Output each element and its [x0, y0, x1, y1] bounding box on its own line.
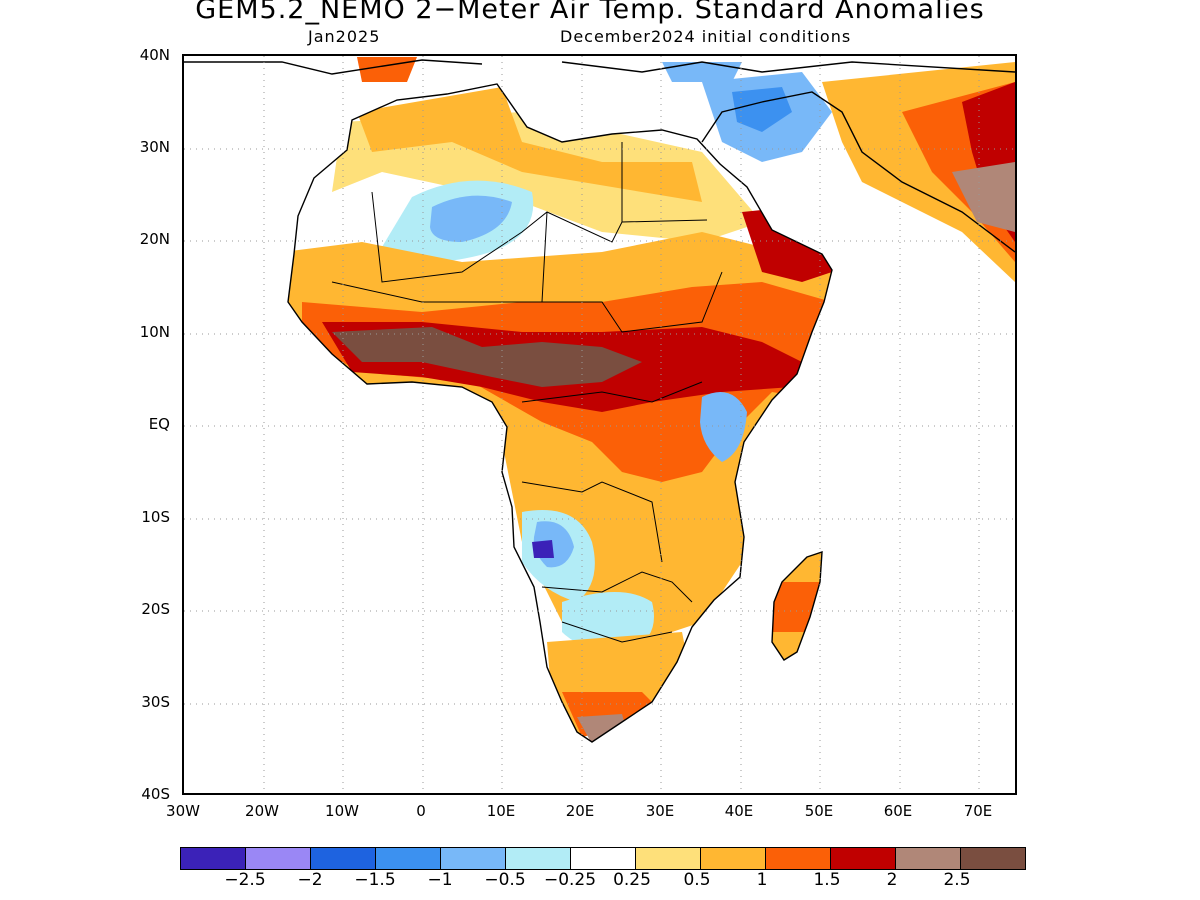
colorbar-label: 1.5	[813, 870, 841, 890]
graticule	[184, 56, 1015, 793]
lon-label-20w: 20W	[245, 802, 279, 820]
colorbar-label: −2	[297, 870, 323, 890]
lon-label-20e: 20E	[565, 802, 595, 820]
colorbar-label: −1	[427, 870, 453, 890]
lon-label-70e: 70E	[963, 802, 993, 820]
colorbar-swatch	[311, 848, 376, 869]
lon-label-0: 0	[416, 802, 426, 820]
colorbar-swatch	[831, 848, 896, 869]
colorbar-label: 2	[886, 870, 898, 890]
lon-label-10w: 10W	[325, 802, 359, 820]
colorbar-label: 2.5	[943, 870, 971, 890]
colorbar-label: −0.5	[484, 870, 526, 890]
colorbar-swatch	[701, 848, 766, 869]
lat-label-10s: 10S	[141, 508, 170, 526]
colorbar-swatch	[896, 848, 961, 869]
initial-conditions: December2024 initial conditions	[560, 27, 852, 46]
lat-label-eq: EQ	[148, 415, 170, 433]
anomaly-map	[184, 56, 1015, 793]
colorbar-swatch	[181, 848, 246, 869]
colorbar	[180, 847, 1026, 870]
lat-label-40n: 40N	[139, 46, 170, 64]
lon-label-40e: 40E	[724, 802, 754, 820]
lon-label-10e: 10E	[486, 802, 516, 820]
colorbar-swatch	[246, 848, 311, 869]
colorbar-swatch	[636, 848, 701, 869]
forecast-month: Jan2025	[308, 27, 381, 46]
coastlines	[184, 59, 1015, 743]
colorbar-label: 0.5	[683, 870, 711, 890]
lat-label-20n: 20N	[139, 230, 170, 248]
lon-label-30w: 30W	[166, 802, 200, 820]
colorbar-swatch	[506, 848, 571, 869]
colorbar-swatch	[961, 848, 1025, 869]
lon-label-30e: 30E	[645, 802, 675, 820]
colorbar-label: −1.5	[354, 870, 396, 890]
lat-label-10n: 10N	[139, 323, 170, 341]
lat-label-40s: 40S	[141, 785, 170, 803]
colorbar-label: −2.5	[224, 870, 266, 890]
lat-label-20s: 20S	[141, 600, 170, 618]
map-title: GEM5.2_NEMO 2−Meter Air Temp. Standard A…	[195, 0, 985, 25]
colorbar-label: 1	[756, 870, 768, 890]
map-panel	[182, 54, 1017, 795]
lon-label-60e: 60E	[883, 802, 913, 820]
colorbar-label: 0.25	[613, 870, 651, 890]
colorbar-swatch	[766, 848, 831, 869]
lat-label-30s: 30S	[141, 693, 170, 711]
colorbar-swatch	[441, 848, 506, 869]
colorbar-swatch	[376, 848, 441, 869]
lon-label-50e: 50E	[804, 802, 834, 820]
colorbar-label: −0.25	[543, 870, 597, 890]
lat-label-30n: 30N	[139, 138, 170, 156]
middle-east-field	[357, 57, 1015, 282]
colorbar-swatch	[571, 848, 636, 869]
